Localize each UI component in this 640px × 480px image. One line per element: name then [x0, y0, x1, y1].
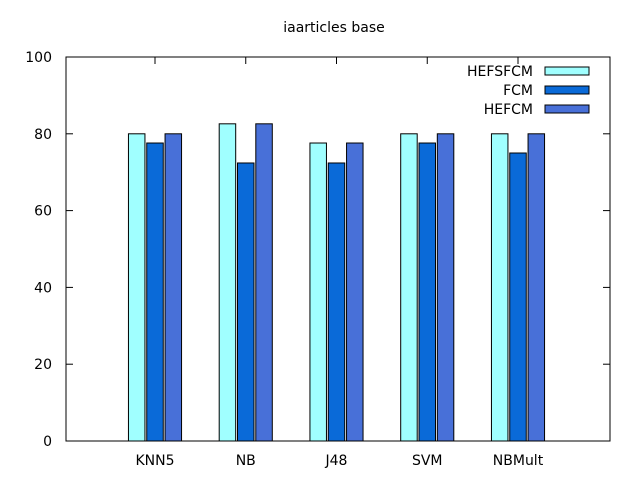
- y-tick-label: 0: [43, 434, 52, 450]
- bar-series-group: [127, 123, 546, 442]
- bar-hefcm-nbmult: [527, 133, 546, 442]
- chart-title: iaarticles base: [283, 20, 385, 36]
- y-axis: 0 20 40 60 80 100: [25, 50, 610, 450]
- y-tick-label: 80: [34, 127, 52, 143]
- y-tick-label: 60: [34, 204, 52, 220]
- x-tick-label: KNN5: [135, 453, 174, 469]
- bar-hefcm-nb: [255, 123, 273, 442]
- legend-swatch: [544, 104, 590, 114]
- legend: HEFSFCM FCM HEFCM: [467, 64, 590, 118]
- bar-hefsfcm-svm: [400, 133, 418, 442]
- bar-hefsfcm-knn5: [127, 133, 146, 442]
- x-tick-label: NBMult: [493, 453, 544, 469]
- x-tick-label: SVM: [412, 453, 443, 469]
- bar-hefcm-svm: [436, 133, 455, 442]
- bar-fcm-knn5: [146, 142, 164, 442]
- legend-label: FCM: [503, 83, 533, 99]
- legend-label: HEFCM: [484, 102, 533, 118]
- bar-hefcm-knn5: [164, 133, 183, 442]
- bar-hefsfcm-nb: [218, 123, 237, 442]
- bar-fcm-nb: [237, 162, 255, 442]
- legend-swatch: [544, 85, 590, 95]
- y-tick-label: 20: [34, 357, 52, 373]
- bar-fcm-j48: [327, 162, 346, 442]
- x-tick-label: NB: [236, 453, 256, 469]
- legend-swatch: [544, 66, 590, 76]
- x-tick-label: J48: [325, 453, 348, 469]
- bar-hefsfcm-j48: [309, 142, 327, 442]
- y-tick-label: 40: [34, 280, 52, 296]
- bar-fcm-svm: [418, 142, 436, 442]
- y-tick-label: 100: [25, 50, 52, 66]
- legend-label: HEFSFCM: [467, 64, 533, 80]
- bar-hefcm-j48: [346, 142, 364, 442]
- bar-fcm-nbmult: [509, 152, 527, 442]
- bar-hefsfcm-nbmult: [490, 133, 509, 442]
